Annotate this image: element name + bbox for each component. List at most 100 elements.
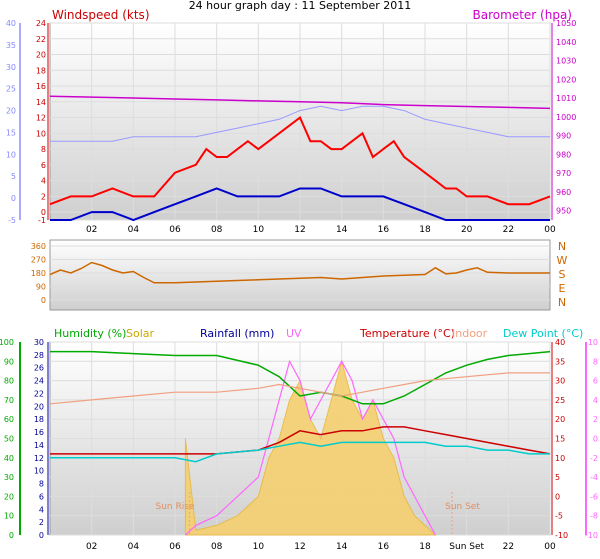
humidity-tick-label: 50 — [4, 435, 14, 444]
temp-tick-label: 0 — [555, 492, 560, 501]
humidity-tick-label: 90 — [4, 357, 14, 366]
humidity-tick-label: 40 — [4, 454, 14, 463]
baro-tick-label: 950 — [556, 207, 571, 216]
baro-tick-label: 1040 — [556, 38, 576, 47]
baro-tick-label: 970 — [556, 169, 571, 178]
x-tick-label: 04 — [128, 225, 140, 235]
wind-tick-label: 0 — [41, 208, 46, 217]
humidity-tick-label: 10 — [4, 512, 14, 521]
sunrise-label: Sun Rise — [156, 502, 195, 512]
uv-tick-label: 2 — [593, 415, 598, 424]
rain-tick-label: 8 — [39, 480, 44, 489]
uv-tick-label: 10 — [588, 338, 598, 347]
x-tick-label: 12 — [294, 542, 305, 552]
wind-tick-label: 2 — [41, 192, 46, 201]
sunset-label: Sun Set — [445, 502, 480, 512]
outer-tick-label: 35 — [6, 41, 16, 50]
rain-tick-label: 20 — [34, 402, 44, 411]
x-tick-label: 02 — [86, 542, 97, 552]
compass-label: N — [558, 296, 566, 309]
rain-tick-label: 28 — [34, 351, 44, 360]
dir-tick-label: 180 — [31, 269, 46, 278]
x-tick-label: 10 — [253, 542, 265, 552]
avg-wind-line — [50, 187, 550, 222]
wind-direction-line — [49, 261, 550, 284]
indoor-label: Indoor — [452, 327, 488, 340]
dir-tick-label: 90 — [36, 283, 46, 292]
dewpoint-label: Dew Point (°C) — [503, 327, 583, 340]
baro-tick-label: 1020 — [556, 75, 576, 84]
humidity-tick-label: 70 — [4, 396, 14, 405]
temperature-line — [50, 426, 551, 455]
windspeed-line — [49, 116, 551, 206]
x-tick-label: 12 — [294, 225, 305, 235]
rainfall-label: Rainfall (mm) — [200, 327, 274, 340]
rain-tick-label: 4 — [39, 505, 44, 514]
wind-tick-label: 24 — [36, 19, 46, 28]
dir-tick-label: 270 — [31, 256, 46, 265]
temp-tick-label: 20 — [555, 415, 565, 424]
baro-tick-label: 1050 — [556, 19, 576, 28]
compass-label: E — [559, 282, 566, 295]
x-tick-label: 22 — [503, 542, 514, 552]
outer-tick-label: 5 — [11, 172, 16, 181]
uv-tick-label: 4 — [593, 396, 598, 405]
x-tick-label: 06 — [169, 225, 181, 235]
wind-tick-label: 6 — [41, 161, 46, 170]
baro-tick-label: 960 — [556, 188, 571, 197]
uv-tick-label: -4 — [590, 473, 598, 482]
x-tick-label: 00 — [544, 542, 556, 552]
uv-tick-label: -2 — [590, 454, 598, 463]
wind-tick-label: 8 — [41, 145, 46, 154]
wind-tick-label: 12 — [36, 114, 46, 123]
rain-tick-label: 30 — [34, 338, 44, 347]
dir-tick-label: 360 — [31, 242, 46, 251]
x-tick-label: 16 — [378, 225, 390, 235]
rain-tick-label: 10 — [34, 467, 44, 476]
outer-tick-label: 40 — [6, 19, 16, 28]
rain-tick-label: 16 — [34, 428, 44, 437]
x-tick-label: 10 — [253, 225, 265, 235]
dewpoint-line — [50, 441, 550, 463]
compass-label: S — [559, 268, 566, 281]
outer-tick-label: 30 — [6, 63, 16, 72]
rain-tick-label: 2 — [39, 518, 44, 527]
uv-tick-label: 0 — [593, 435, 598, 444]
x-tick-label: 14 — [336, 542, 348, 552]
x-tick-label: 14 — [336, 225, 348, 235]
temp-tick-label: 15 — [555, 435, 565, 444]
temp-tick-label: 40 — [555, 338, 565, 347]
baro-tick-label: 980 — [556, 150, 571, 159]
rain-tick-label: 22 — [34, 389, 44, 398]
rain-tick-label: 14 — [34, 441, 44, 450]
gust-outer-line — [50, 105, 550, 142]
rain-tick-label: 24 — [34, 377, 44, 386]
uv-label: UV — [286, 327, 302, 340]
uv-tick-label: 8 — [593, 357, 598, 366]
temp-tick-label: -5 — [555, 512, 563, 521]
temp-tick-label: 30 — [555, 377, 565, 386]
x-tick-label: 22 — [503, 225, 514, 235]
x-tick-label: 08 — [211, 542, 223, 552]
x-tick-label: 08 — [211, 225, 223, 235]
baro-tick-label: 990 — [556, 132, 571, 141]
wind-tick-label: 10 — [36, 129, 46, 138]
uv-line — [184, 359, 436, 536]
rain-tick-label: 26 — [34, 364, 44, 373]
outer-tick-label: 25 — [6, 85, 16, 94]
wind-tick-label: 14 — [36, 98, 46, 107]
outer-tick-label: 15 — [6, 128, 16, 137]
temp-tick-label: 10 — [555, 454, 565, 463]
outer-tick-label: 0 — [11, 194, 16, 203]
wind-tick-label: 16 — [36, 82, 46, 91]
compass-label: N — [558, 240, 566, 253]
wind-tick-label: 18 — [36, 66, 46, 75]
rain-tick-label: 0 — [39, 531, 44, 540]
wind-tick-label: 20 — [36, 51, 46, 60]
x-tick-label: 02 — [86, 225, 97, 235]
windspeed-axis-label: Windspeed (kts) — [52, 8, 150, 22]
barometer-line — [49, 95, 551, 110]
solar-label: Solar — [126, 327, 155, 340]
